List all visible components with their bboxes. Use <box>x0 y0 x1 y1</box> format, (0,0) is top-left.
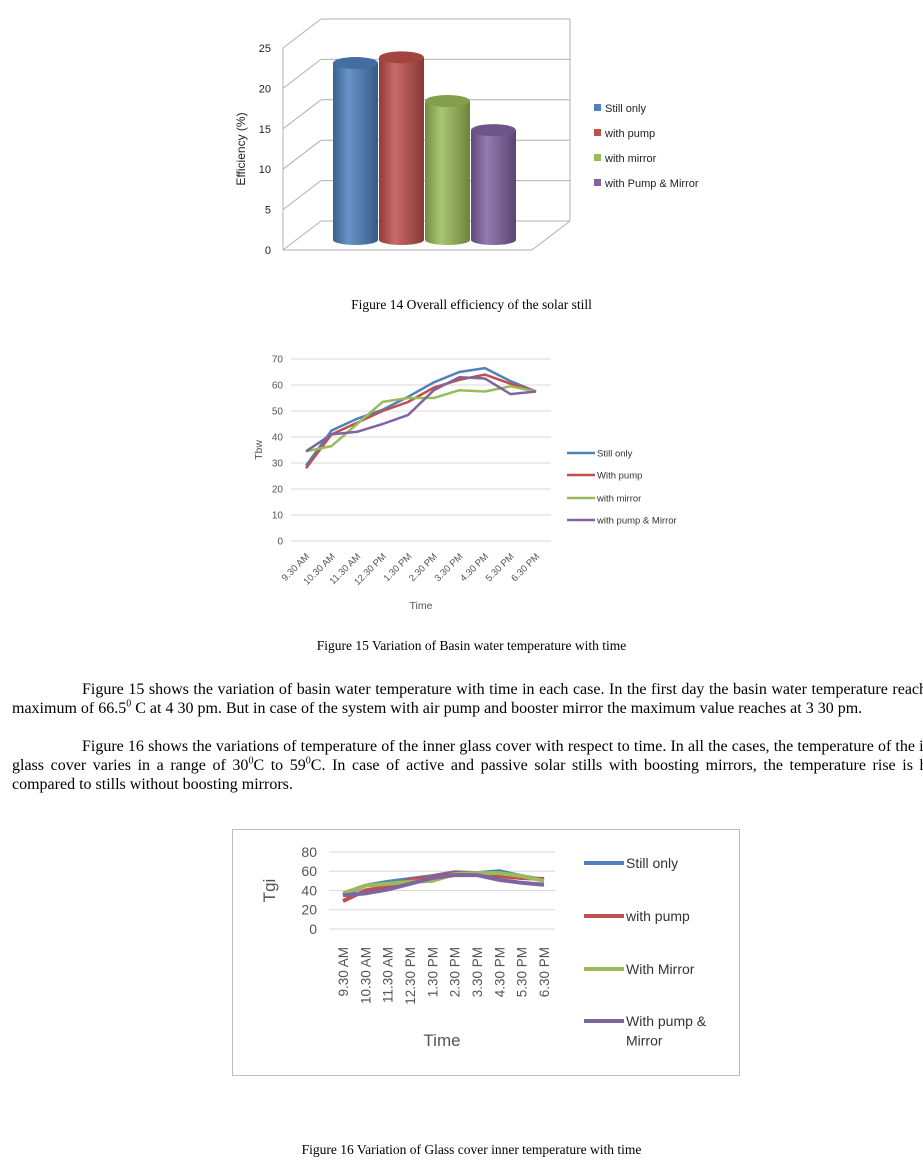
y-tick-label: 60 <box>272 381 284 392</box>
x-tick-label: 6.30 PM <box>537 947 552 997</box>
bar-top <box>425 95 470 108</box>
y-tick-label: 20 <box>272 485 284 496</box>
legend-label: Mirror <box>626 1033 663 1049</box>
bar-top <box>333 57 378 70</box>
x-tick-label: 6.30 PM <box>509 551 542 584</box>
figure-15-caption: Figure 15 Variation of Basin water tempe… <box>316 638 627 653</box>
superscript: 0 <box>126 698 132 710</box>
x-tick-label: 3.30 PM <box>470 947 485 997</box>
gridline-side <box>282 180 322 210</box>
y-tick-label: 0 <box>265 245 271 257</box>
x-tick-label: 11.30 AM <box>381 947 396 1003</box>
y-tick-label: 30 <box>272 459 284 470</box>
y-tick-label: 70 <box>272 355 284 366</box>
x-tick-label: 1.30 PM <box>425 947 440 997</box>
paragraph-text: C. In case of active and passive solar s… <box>12 757 923 793</box>
bar-top <box>471 124 516 137</box>
bar <box>379 57 424 245</box>
y-tick-label: 50 <box>272 407 284 418</box>
gridline-side <box>282 18 322 49</box>
y-axis-label: Tgi <box>260 879 279 903</box>
legend-label: with pump <box>604 128 655 140</box>
y-tick-label: 25 <box>259 43 271 55</box>
legend-label: with Pump & Mirror <box>604 178 699 190</box>
legend-label: Still only <box>626 855 678 871</box>
y-tick-label: 20 <box>301 902 317 918</box>
figure-16-caption: Figure 16 Variation of Glass cover inner… <box>301 1142 642 1157</box>
legend-label: With pump & <box>626 1013 707 1029</box>
y-tick-label: 15 <box>259 124 271 136</box>
y-tick-label: 0 <box>309 921 317 937</box>
x-axis-label: Time <box>410 600 433 612</box>
bar-top <box>379 51 424 64</box>
y-tick-label: 40 <box>272 433 284 444</box>
gridline-side <box>282 139 322 170</box>
y-tick-label: 0 <box>277 537 283 548</box>
gridline-side <box>282 59 322 89</box>
superscript: 0 <box>248 755 254 767</box>
series-line <box>304 366 537 467</box>
legend-label: With pump <box>597 470 642 481</box>
series-line <box>342 873 545 898</box>
legend-label: Still only <box>605 103 646 115</box>
x-tick-label: 5.30 PM <box>515 947 530 997</box>
series-line <box>305 373 537 469</box>
legend-label: Still only <box>597 448 633 459</box>
paragraph-text: C at 4 30 pm. But in case of the system … <box>131 700 863 717</box>
bar <box>333 63 378 245</box>
figure-16-chart: 0 20 40 60 80 9.30 AM 10.30 AM 11.30 AM 12.30 PM… <box>260 844 707 1050</box>
x-tick-label: 12.30 PM <box>403 947 418 1005</box>
legend-swatch <box>594 154 601 161</box>
legend-label: with mirror <box>596 493 641 504</box>
legend-swatch <box>594 129 601 136</box>
legend-label: with mirror <box>604 153 657 165</box>
y-tick-label: 40 <box>301 882 317 898</box>
bar <box>425 101 470 245</box>
y-tick-label: 10 <box>259 164 271 176</box>
legend-swatch <box>594 104 601 111</box>
legend-label: With Mirror <box>626 961 695 977</box>
paragraph-text: C to 59 <box>253 757 306 774</box>
figure-14-chart: 0 5 10 15 20 25 Efficiency (%) Still only with p… <box>234 18 699 257</box>
superscript: 0 <box>305 755 311 767</box>
figure-14-caption: Figure 14 Overall efficiency of the sola… <box>351 297 592 312</box>
y-tick-label: 80 <box>301 844 317 860</box>
gridline-side <box>282 99 322 130</box>
legend-label: with pump & Mirror <box>596 515 677 526</box>
x-tick-label: 10.30 AM <box>358 947 373 1004</box>
gridline-side <box>282 220 322 251</box>
series-line <box>305 375 537 453</box>
paragraph-figure-16: Figure 16 shows the variations of temper… <box>12 737 923 794</box>
series-line <box>305 385 537 453</box>
x-tick-label: 2.30 PM <box>448 947 463 997</box>
y-tick-label: 10 <box>272 511 284 522</box>
bar <box>471 130 516 245</box>
paragraph-text: Figure 16 shows the variations of temper… <box>12 738 923 774</box>
y-tick-label: 60 <box>301 863 317 879</box>
paragraph-text: Figure 15 shows the variation of basin w… <box>12 681 923 717</box>
x-tick-label: 9.30 AM <box>336 947 351 997</box>
y-tick-label: 20 <box>259 83 271 95</box>
x-axis-label: Time <box>423 1031 460 1050</box>
x-tick-label: 4.30 PM <box>492 947 507 997</box>
y-tick-label: 5 <box>265 205 271 217</box>
floor-edge <box>531 220 571 251</box>
figure-16-frame <box>232 829 740 1076</box>
legend-swatch <box>594 179 601 186</box>
y-axis-label: Tbw <box>253 440 265 460</box>
legend-label: with pump <box>625 908 690 924</box>
y-axis-label: Efficiency (%) <box>234 112 248 185</box>
paragraph-figure-15: Figure 15 shows the variation of basin w… <box>12 680 923 718</box>
